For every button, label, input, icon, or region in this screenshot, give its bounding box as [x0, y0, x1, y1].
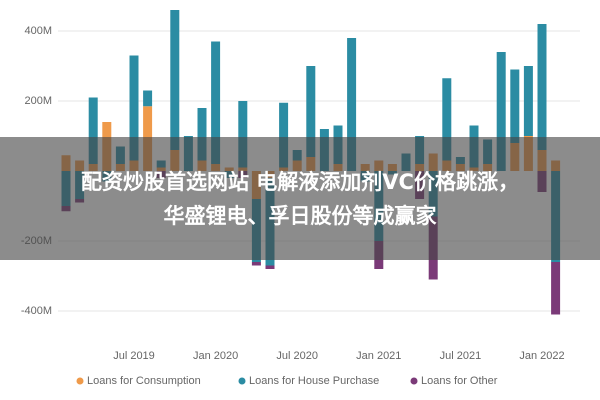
x-tick-label: Jul 2019 [113, 350, 155, 362]
bar-segment [251, 262, 261, 266]
bar-segment [496, 52, 506, 171]
bar-segment [523, 66, 533, 136]
legend-label: Loans for Consumption [87, 375, 201, 387]
legend-marker [238, 377, 246, 385]
x-tick-label: Jul 2020 [276, 350, 318, 362]
x-tick-label: Jan 2021 [356, 350, 401, 362]
bar-segment [211, 41, 221, 164]
legend-marker [410, 377, 418, 385]
legend-label: Loans for House Purchase [249, 375, 379, 387]
legend-label: Loans for Other [421, 375, 498, 387]
bar-segment [551, 262, 561, 315]
bar-segment [143, 90, 153, 107]
overlay-line: 配资炒股首选网站 电解液添加剂VC价格跳涨， [81, 169, 519, 194]
bar-segment [170, 10, 180, 150]
x-tick-label: Jan 2022 [519, 350, 564, 362]
bar-segment [279, 102, 289, 168]
bar-segment [129, 55, 139, 161]
bar-segment [88, 97, 98, 164]
bar-segment [510, 69, 520, 143]
bar-segment [197, 108, 207, 161]
overlay-line: 华盛锂电、孚日股份等成赢家 [163, 203, 437, 228]
bar-segment [306, 66, 316, 157]
bar-segment [347, 38, 357, 171]
y-tick-label: 400M [24, 25, 52, 37]
overlay-banner: 配资炒股首选网站 电解液添加剂VC价格跳涨， 华盛锂电、孚日股份等成赢家 [0, 137, 600, 260]
bar-segment [238, 101, 248, 168]
x-tick-label: Jul 2021 [440, 350, 482, 362]
bar-segment [265, 265, 275, 269]
x-tick-label: Jan 2020 [193, 350, 238, 362]
bar-segment [442, 78, 452, 161]
y-tick-label: -400M [21, 305, 52, 317]
bar-segment [537, 24, 547, 150]
y-tick-label: 200M [24, 95, 52, 107]
legend-marker [76, 377, 84, 385]
